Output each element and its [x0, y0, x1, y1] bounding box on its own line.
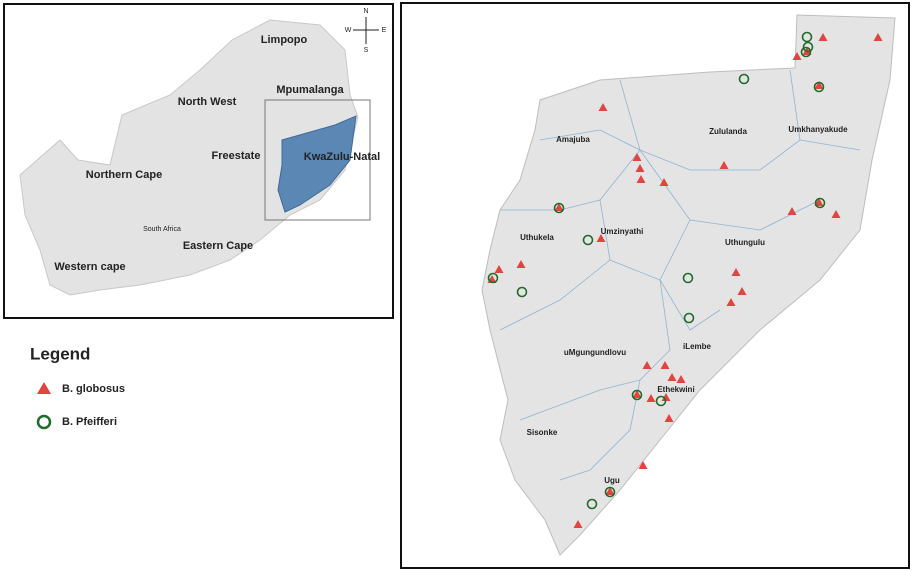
district-label: Amajuba [556, 135, 590, 144]
globosus-marker [818, 33, 828, 41]
pfeifferi-marker [738, 73, 750, 85]
pfeifferi-marker [801, 31, 813, 43]
pfeifferi-marker [814, 197, 826, 209]
border [519, 259, 671, 421]
globosus-marker [661, 393, 671, 401]
border [789, 69, 801, 141]
district-label: Zululanda [709, 127, 747, 136]
globosus-marker [660, 361, 670, 369]
district-label: uMgungundlovu [564, 348, 626, 357]
globosus-marker [664, 414, 674, 422]
pfeifferi-marker [800, 46, 812, 58]
globosus-marker [737, 287, 747, 295]
globosus-marker [554, 203, 564, 211]
pfeifferi-marker [582, 234, 594, 246]
district-label: iLembe [683, 342, 712, 351]
globosus-marker [494, 265, 504, 273]
border [559, 379, 641, 481]
globosus-marker [598, 103, 608, 111]
globosus-marker [814, 198, 824, 206]
globosus-marker [667, 373, 677, 381]
district-label: Uthukela [520, 233, 554, 242]
globosus-marker [719, 161, 729, 169]
globosus-marker [635, 164, 645, 172]
legend-item: B. globosus [62, 383, 125, 395]
pfeifferi-marker [516, 286, 528, 298]
province-label: Northern Cape [86, 169, 162, 181]
globosus-marker [605, 487, 615, 495]
pfeifferi-marker [813, 81, 825, 93]
pfeifferi-marker [631, 389, 643, 401]
pfeifferi-marker [487, 272, 499, 284]
province-label: Western cape [54, 261, 125, 273]
pfeifferi-marker [682, 272, 694, 284]
globosus-marker [646, 394, 656, 402]
legend-triangle [37, 382, 51, 394]
province-label: Limpopo [261, 34, 308, 46]
district-label: Ethekwini [657, 385, 694, 394]
globosus-marker [638, 461, 648, 469]
inset-box [264, 99, 371, 221]
globosus-marker [731, 268, 741, 276]
pfeifferi-marker [586, 498, 598, 510]
globosus-marker [636, 175, 646, 183]
globosus-marker [632, 153, 642, 161]
globosus-marker [726, 298, 736, 306]
globosus-marker [792, 52, 802, 60]
compass: N S E W [345, 8, 387, 54]
district-label: Sisonke [527, 428, 558, 437]
compass-n: N [363, 8, 368, 15]
province-label: Mpumalanga [276, 84, 344, 96]
compass-w: W [345, 27, 352, 34]
compass-e: E [382, 27, 387, 34]
country-label: South Africa [143, 226, 181, 233]
globosus-marker [873, 33, 883, 41]
border [659, 219, 721, 331]
globosus-marker [676, 375, 686, 383]
province-label: North West [178, 96, 237, 108]
kwazulu-natal-highlight [277, 115, 357, 213]
kzn-map [481, 14, 896, 556]
globosus-marker [642, 361, 652, 369]
district-label: Uthungulu [725, 238, 765, 247]
globosus-marker [596, 234, 606, 242]
legend-circle [36, 414, 52, 430]
legend-title: Legend [30, 344, 90, 363]
pfeifferi-marker [553, 202, 565, 214]
province-label: Freestate [212, 150, 261, 162]
globosus-marker [659, 178, 669, 186]
pfeifferi-marker [683, 312, 695, 324]
pfeifferi-marker [802, 41, 814, 53]
legend-item: B. Pfeifferi [62, 416, 117, 428]
pfeifferi-marker [604, 486, 616, 498]
district-label: Ugu [604, 476, 620, 485]
province-label: KwaZulu-Natal [304, 151, 380, 163]
district-label: Umzinyathi [601, 227, 644, 236]
globosus-marker [632, 390, 642, 398]
border [499, 199, 611, 331]
district-label: Umkhanyakude [788, 125, 848, 134]
globosus-marker [831, 210, 841, 218]
globosus-marker [787, 207, 797, 215]
pfeifferi-marker [655, 395, 667, 407]
province-label: Eastern Cape [183, 240, 253, 252]
globosus-marker [573, 520, 583, 528]
globosus-marker [516, 260, 526, 268]
globosus-marker [814, 81, 824, 89]
compass-s: S [364, 47, 369, 54]
